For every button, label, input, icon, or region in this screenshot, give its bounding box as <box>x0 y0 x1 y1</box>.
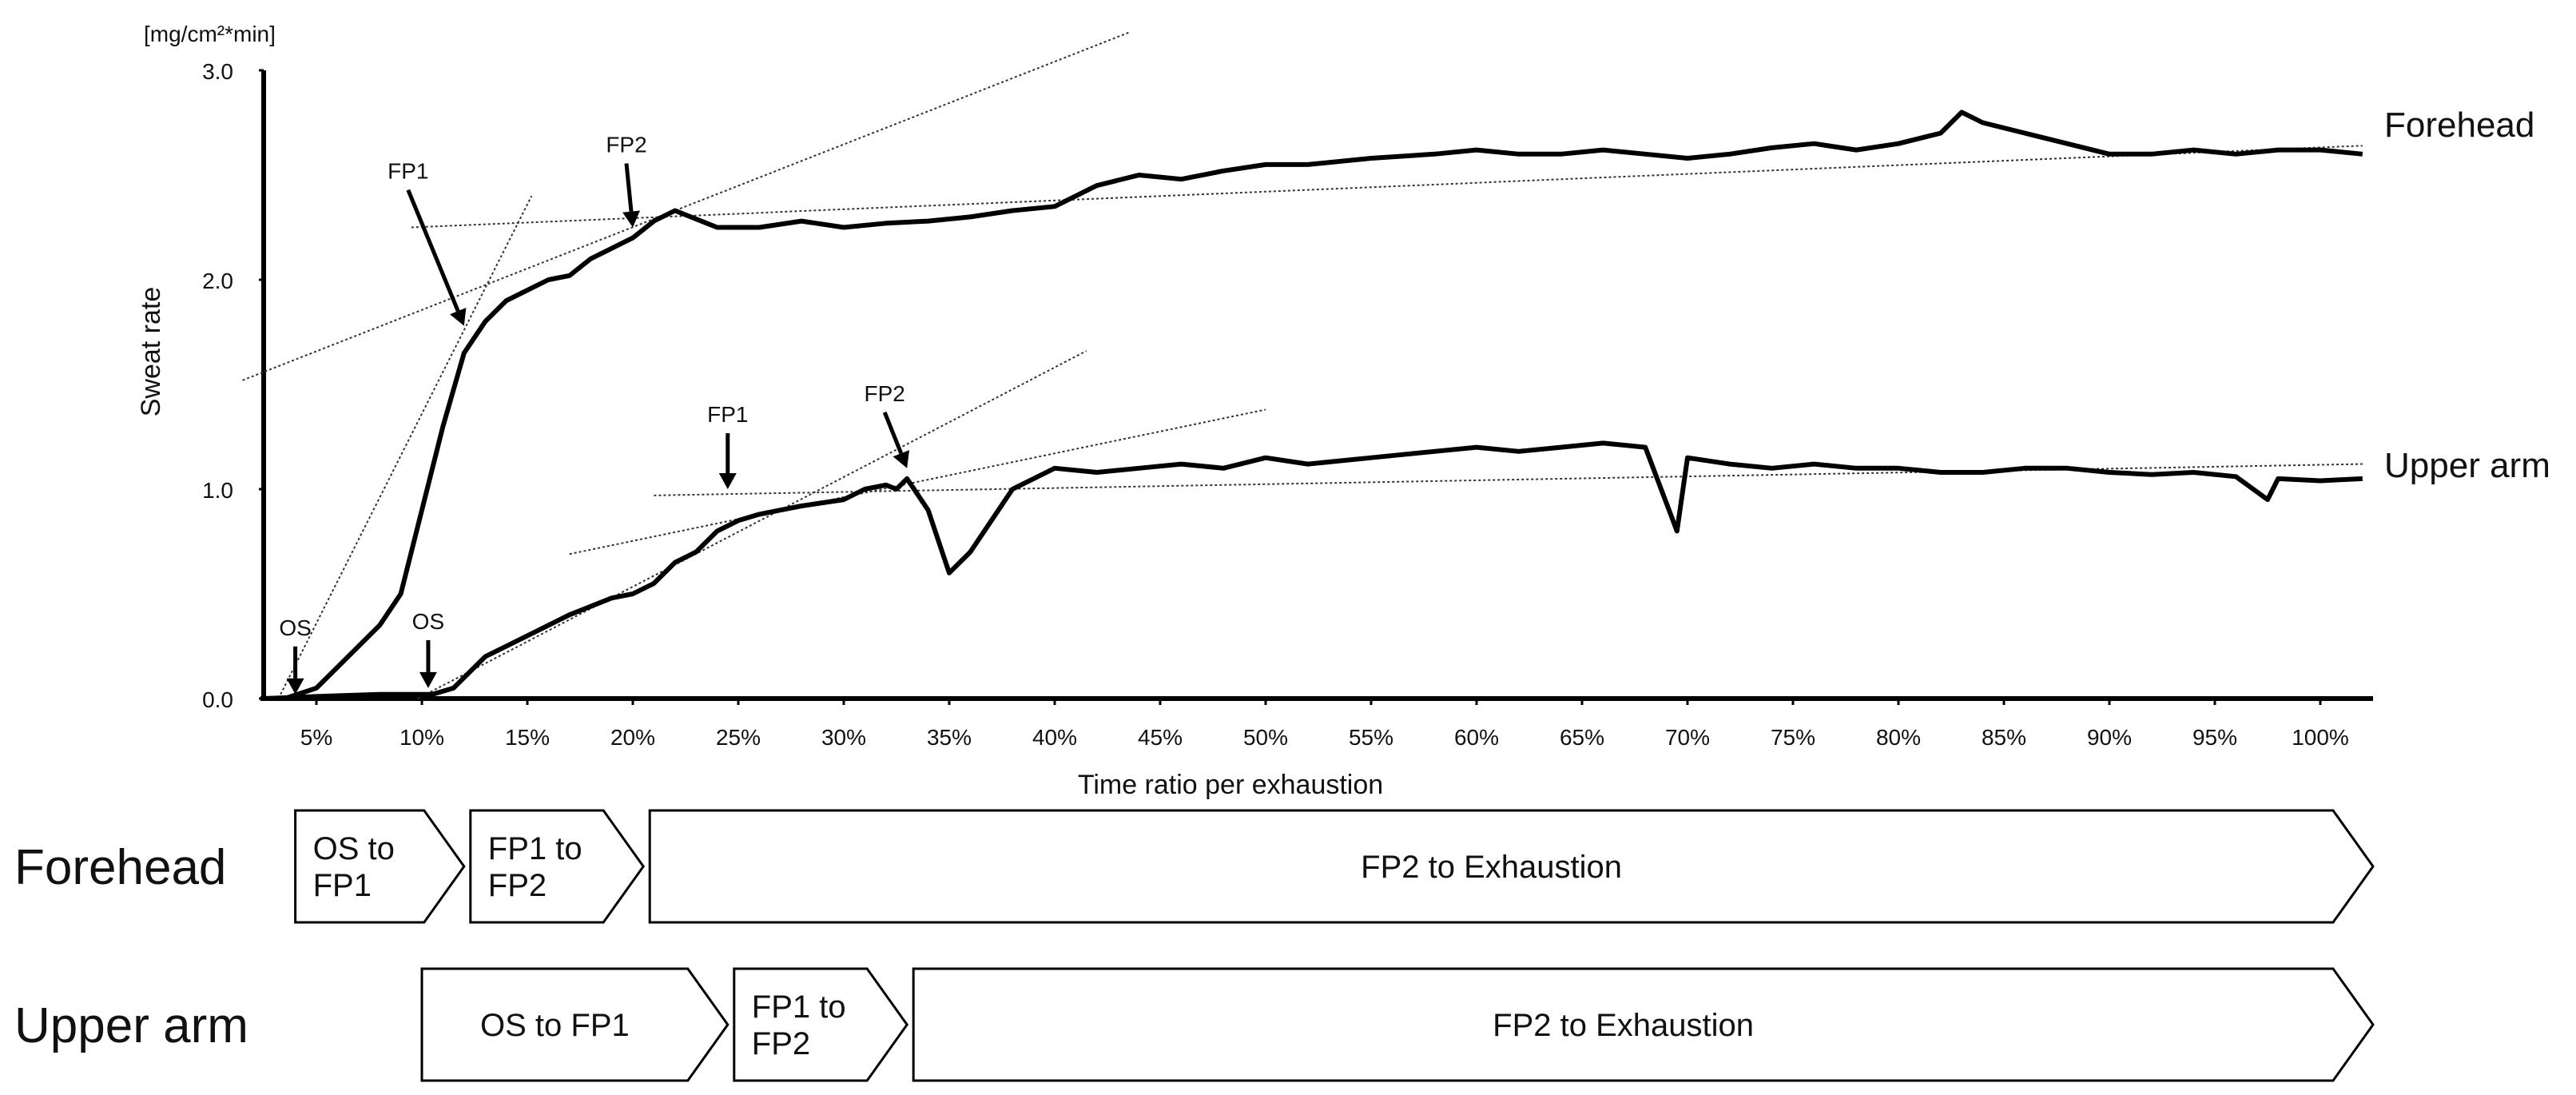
phase-text: OS to FP1 <box>480 1008 630 1043</box>
marker-arrow-shaft <box>882 411 904 455</box>
phase-arrow-box <box>912 967 2375 1082</box>
marker-arrow-head <box>450 308 467 326</box>
marker-arrow-head <box>622 210 640 228</box>
plot-area: [mg/cm²*min] Sweat rate Time ratio per e… <box>136 22 2550 800</box>
phase-text: FP2 <box>488 868 547 903</box>
y-tick-label: 2.0 <box>202 269 233 293</box>
y-axis-unit: [mg/cm²*min] <box>144 22 276 46</box>
trend-lines <box>242 31 2363 699</box>
phase-text: FP1 to <box>752 989 846 1025</box>
trend-line <box>569 408 1266 555</box>
y-tick-label: 3.0 <box>202 59 233 84</box>
phase-text: FP1 to <box>488 831 582 866</box>
x-tick-label: 95% <box>2192 725 2237 750</box>
x-tick-label: 20% <box>610 725 655 750</box>
phase-arrow-box <box>733 967 909 1082</box>
x-tick-label: 75% <box>1771 725 1815 750</box>
series-label: Forehead <box>2384 106 2534 145</box>
phase-text: FP1 <box>313 868 372 903</box>
marker-arrow-shaft <box>624 163 634 212</box>
phase-row-label: Upper arm <box>14 998 248 1053</box>
trend-line <box>242 31 1129 381</box>
phase-row-label: Forehead <box>14 840 226 895</box>
trend-line <box>417 350 1087 699</box>
series-lines: Forehead Upper arm <box>263 106 2550 701</box>
marker-label: OS <box>279 615 311 640</box>
phase-text: OS to <box>313 831 395 866</box>
phase-text: FP2 to Exhaustion <box>1361 850 1622 885</box>
trend-line <box>411 145 2363 229</box>
marker-arrow-head <box>892 450 909 468</box>
marker-arrow-head <box>419 671 437 688</box>
phase-arrow-box <box>294 809 466 924</box>
markers: OS FP1 FP2 OS FP1 FP2 <box>279 133 909 695</box>
x-tick-label: 40% <box>1032 725 1077 750</box>
x-tick-label: 45% <box>1138 725 1183 750</box>
x-tick-label: 85% <box>1982 725 2026 750</box>
marker-label: FP2 <box>606 133 646 157</box>
phase-text: FP2 to Exhaustion <box>1493 1008 1754 1043</box>
x-tick-label: 80% <box>1876 725 1921 750</box>
x-tick-label: 65% <box>1560 725 1604 750</box>
x-ticks: 5% 10% 15% 20% 25% 30% 35% 40% 45% 50% 55% 60% 65% 70… <box>300 699 2349 750</box>
phase-text: FP2 <box>752 1026 810 1061</box>
phase-arrow-box <box>469 809 646 924</box>
x-axis-label: Time ratio per exhaustion <box>1078 770 1383 800</box>
marker-arrow-head <box>718 473 737 489</box>
x-tick-label: 60% <box>1454 725 1499 750</box>
phase-arrow-box <box>420 967 729 1082</box>
series-line <box>263 440 2363 701</box>
x-tick-label: 30% <box>821 725 866 750</box>
series-label: Upper arm <box>2384 446 2550 485</box>
trend-line <box>277 195 533 699</box>
marker-label: OS <box>412 609 444 634</box>
x-tick-label: 15% <box>505 725 550 750</box>
marker-arrow-shaft <box>406 189 460 313</box>
x-tick-label: 70% <box>1665 725 1710 750</box>
y-ticks: 0.0 1.0 2.0 3.0 <box>202 59 264 712</box>
y-tick-label: 0.0 <box>202 687 233 712</box>
marker-label: FP1 <box>388 159 428 184</box>
y-tick-label: 1.0 <box>202 478 233 503</box>
x-tick-label: 55% <box>1349 725 1393 750</box>
y-axis-label: Sweat rate <box>136 287 166 417</box>
x-tick-label: 50% <box>1243 725 1288 750</box>
x-tick-label: 90% <box>2087 725 2132 750</box>
x-tick-label: 35% <box>927 725 972 750</box>
series-line <box>284 110 2363 701</box>
marker-arrow-head <box>286 678 304 695</box>
marker-label: FP2 <box>865 381 905 406</box>
x-tick-label: 100% <box>2292 725 2349 750</box>
marker-label: FP1 <box>707 402 748 427</box>
x-tick-label: 10% <box>400 725 444 750</box>
x-tick-label: 5% <box>300 725 332 750</box>
phase-arrow-box <box>648 809 2375 924</box>
x-tick-label: 25% <box>716 725 761 750</box>
